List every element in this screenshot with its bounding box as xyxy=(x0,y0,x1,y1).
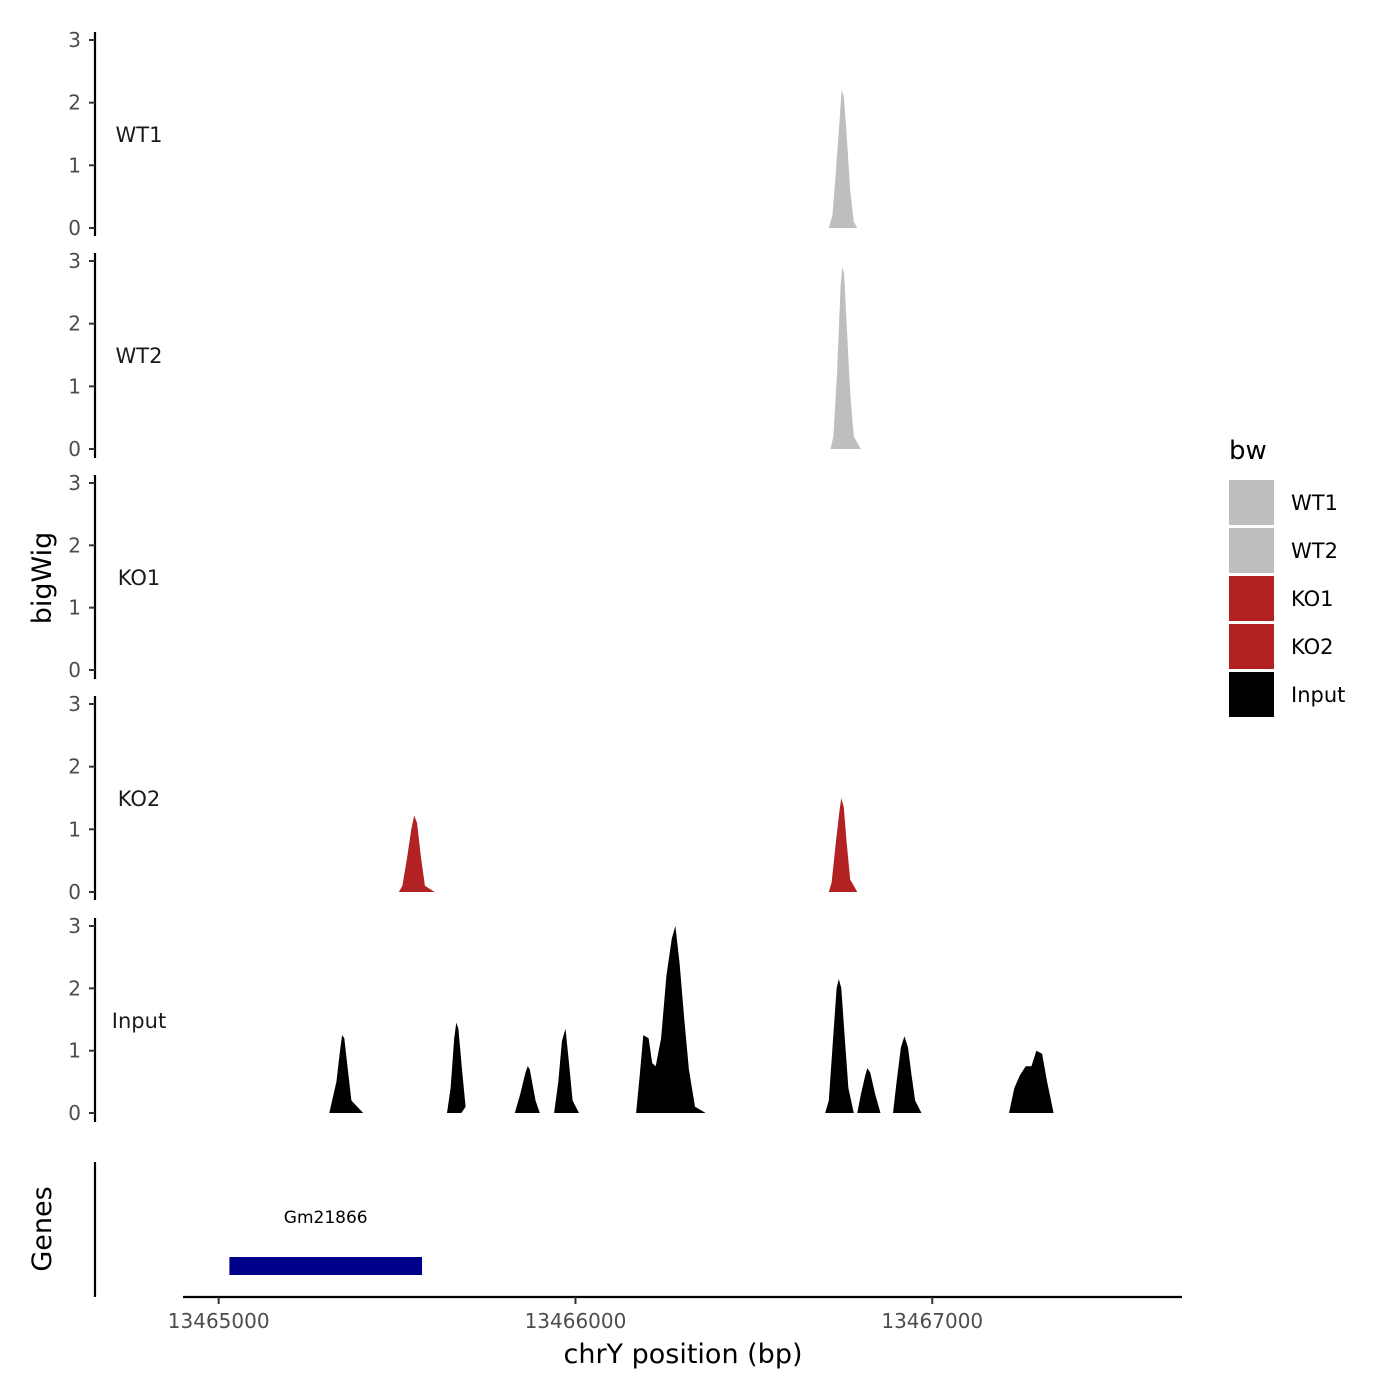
peak-input-5 xyxy=(636,926,706,1113)
track-input: 0 1 2 3 xyxy=(68,914,1054,1125)
y-tick-label: 0 xyxy=(68,1101,81,1125)
y-tick-label: 1 xyxy=(68,817,81,841)
legend-label-input: Input xyxy=(1291,683,1345,707)
y-tick-label: 2 xyxy=(68,755,81,779)
track-label-ko1: KO1 xyxy=(118,566,161,590)
y-tick-label: 0 xyxy=(68,437,81,461)
genes-panel: Gm21866 xyxy=(93,1162,1182,1299)
legend-label-wt1: WT1 xyxy=(1291,491,1338,515)
track-panel-ko2: KO2 xyxy=(118,787,161,811)
track-panel-input: Input xyxy=(112,1009,166,1033)
peak-input-9 xyxy=(1009,1050,1054,1113)
x-tick-label: 13465000 xyxy=(168,1309,270,1333)
y-tick-label: 3 xyxy=(68,28,81,52)
y-tick-label: 0 xyxy=(68,880,81,904)
legend: bw WT1 WT2 KO1 KO2 Input xyxy=(1229,436,1345,717)
y-tick-label: 2 xyxy=(68,91,81,115)
track-panel-wt1: WT1 xyxy=(116,123,163,147)
x-axis-ticks: 13465000 13466000 13467000 xyxy=(168,1297,983,1333)
track-ko1: 0 1 2 3 xyxy=(68,471,97,682)
legend-label-wt2: WT2 xyxy=(1291,539,1338,563)
legend-title: bw xyxy=(1229,436,1267,466)
peak-input-1 xyxy=(329,1035,364,1113)
y-tick-label: 1 xyxy=(68,596,81,620)
peak-input-2 xyxy=(447,1022,466,1113)
y-tick-label: 1 xyxy=(68,374,81,398)
track-panel-ko1: KO1 xyxy=(118,566,161,590)
y-tick-label: 3 xyxy=(68,471,81,495)
y-tick-label: 2 xyxy=(68,312,81,336)
peak-input-3 xyxy=(514,1066,540,1113)
x-tick-label: 13467000 xyxy=(881,1309,983,1333)
peak-input-7 xyxy=(857,1068,881,1113)
y-tick-label: 2 xyxy=(68,976,81,1000)
peak-wt2-1 xyxy=(830,267,861,449)
x-tick-label: 13466000 xyxy=(525,1309,627,1333)
legend-swatch-ko1 xyxy=(1229,576,1274,621)
legend-swatch-wt2 xyxy=(1229,528,1274,573)
y-axis-title: bigWig xyxy=(27,532,58,625)
peak-ko2-2 xyxy=(828,798,858,892)
y-tick-label: 3 xyxy=(68,249,81,273)
y-tick-label: 3 xyxy=(68,914,81,938)
y-tick-label: 1 xyxy=(68,153,81,177)
tracks-layer: 0 1 2 3 0 1 2 3 0 1 2 3 0 1 2 3 0 1 2 3 xyxy=(68,28,1054,1125)
track-wt2: 0 1 2 3 xyxy=(68,249,861,461)
y-tick-label: 2 xyxy=(68,533,81,557)
gene-label-gm21866: Gm21866 xyxy=(284,1208,368,1228)
peak-input-8 xyxy=(893,1036,922,1113)
track-wt1: 0 1 2 3 xyxy=(68,28,858,240)
legend-swatch-input xyxy=(1229,672,1274,717)
peak-input-4 xyxy=(554,1028,579,1113)
track-ko2: 0 1 2 3 xyxy=(68,692,858,904)
y-tick-label: 3 xyxy=(68,692,81,716)
track-label-wt1: WT1 xyxy=(116,123,163,147)
y-tick-label: 1 xyxy=(68,1039,81,1063)
x-axis-title: chrY position (bp) xyxy=(563,1339,802,1370)
track-label-ko2: KO2 xyxy=(118,787,161,811)
track-label-input: Input xyxy=(112,1009,166,1033)
peak-input-6 xyxy=(825,979,854,1113)
track-label-wt2: WT2 xyxy=(116,344,163,368)
track-panel-wt2: WT2 xyxy=(116,344,163,368)
gene-bar-gm21866 xyxy=(229,1257,423,1275)
legend-swatch-ko2 xyxy=(1229,624,1274,669)
legend-label-ko2: KO2 xyxy=(1291,635,1334,659)
genes-axis-title: Genes xyxy=(27,1186,58,1271)
y-tick-label: 0 xyxy=(68,658,81,682)
peak-ko2-1 xyxy=(398,815,435,892)
legend-label-ko1: KO1 xyxy=(1291,587,1334,611)
legend-swatch-wt1 xyxy=(1229,480,1274,525)
peak-wt1-1 xyxy=(828,90,858,228)
y-tick-label: 0 xyxy=(68,216,81,240)
